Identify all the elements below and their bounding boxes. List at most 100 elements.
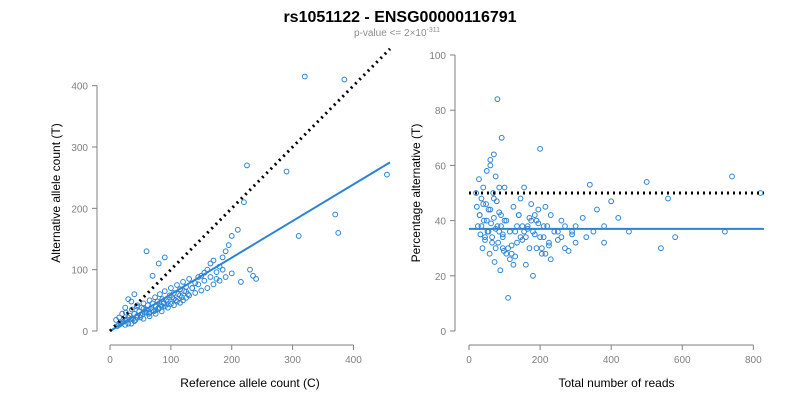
data-point <box>131 291 138 298</box>
reference-line <box>108 47 392 333</box>
data-point <box>332 211 339 218</box>
data-point <box>237 279 244 285</box>
data-point <box>526 245 533 252</box>
data-point <box>615 214 622 221</box>
data-point <box>533 217 540 224</box>
data-point <box>167 285 174 291</box>
data-point <box>487 156 494 163</box>
data-point <box>517 234 524 241</box>
data-point <box>528 201 535 207</box>
data-point <box>482 234 488 241</box>
data-point <box>490 190 497 196</box>
data-point <box>572 223 579 230</box>
fit-line <box>109 161 391 332</box>
data-point <box>601 239 607 246</box>
data-point <box>487 162 494 169</box>
y-tick-label: 40 <box>435 217 447 228</box>
data-point <box>152 310 159 317</box>
data-point <box>579 214 586 221</box>
data-point <box>480 184 487 191</box>
data-point <box>473 203 480 210</box>
data-point <box>643 179 650 185</box>
data-point <box>535 206 542 213</box>
data-point <box>222 248 229 255</box>
data-point <box>210 257 217 264</box>
data-point <box>498 134 505 141</box>
data-point <box>521 184 527 191</box>
data-point <box>530 272 536 279</box>
data-point <box>146 309 153 316</box>
data-point <box>186 292 193 299</box>
data-point <box>125 320 132 327</box>
data-point <box>198 272 205 279</box>
data-point <box>476 176 482 183</box>
data-point <box>499 231 506 238</box>
data-point <box>213 269 220 276</box>
data-point <box>234 226 241 233</box>
data-point <box>250 272 256 279</box>
data-point <box>219 266 226 273</box>
data-point <box>204 285 211 291</box>
data-point <box>140 315 147 322</box>
data-point <box>547 256 554 263</box>
data-point <box>538 245 545 252</box>
data-point <box>537 234 543 241</box>
data-point <box>493 198 500 205</box>
y-tick-label: 60 <box>435 161 447 172</box>
x-tick-label: 400 <box>603 355 620 366</box>
data-point <box>143 309 150 316</box>
data-point <box>195 281 202 288</box>
data-point <box>171 302 177 309</box>
data-point <box>546 239 552 246</box>
data-point <box>496 184 503 191</box>
data-point <box>478 223 485 230</box>
data-point <box>152 307 159 314</box>
data-point <box>126 312 133 319</box>
data-point <box>658 245 664 252</box>
data-point <box>542 250 549 257</box>
data-point <box>476 212 483 218</box>
data-point <box>301 73 308 80</box>
data-point <box>192 290 199 296</box>
data-point <box>146 313 153 320</box>
data-point <box>517 195 524 202</box>
data-point <box>183 288 189 295</box>
data-point <box>247 266 253 273</box>
data-point <box>164 301 171 307</box>
data-point <box>558 234 565 241</box>
data-point <box>505 245 511 252</box>
y-axis-title: Percentage alternative (T) <box>409 124 423 263</box>
y-tick-label: 300 <box>71 143 88 154</box>
data-point <box>562 245 568 252</box>
data-point <box>490 195 497 202</box>
data-point <box>228 233 235 239</box>
data-point <box>189 285 196 291</box>
subtitle-prefix: p-value <= 2×10 <box>354 28 427 39</box>
x-tick-label: 600 <box>674 355 691 366</box>
data-point <box>510 261 517 268</box>
data-point <box>479 245 486 252</box>
data-point <box>253 275 259 282</box>
data-point <box>483 217 490 224</box>
data-point <box>558 217 565 224</box>
data-point <box>129 306 135 313</box>
data-point <box>508 250 515 257</box>
data-point <box>283 168 290 175</box>
y-axis-title: Alternative allele count (T) <box>49 123 63 262</box>
data-point <box>497 267 504 274</box>
data-point <box>533 245 540 252</box>
data-point <box>225 242 232 249</box>
data-point <box>157 291 163 298</box>
y-tick-label: 0 <box>440 327 446 338</box>
data-point <box>149 272 156 279</box>
data-point <box>594 206 600 213</box>
data-point <box>487 206 494 213</box>
data-point <box>228 270 235 277</box>
data-point <box>494 96 501 103</box>
data-point <box>490 214 497 221</box>
data-point <box>490 151 497 158</box>
data-point <box>222 274 229 280</box>
data-point <box>495 239 502 246</box>
y-tick-label: 20 <box>435 272 447 283</box>
